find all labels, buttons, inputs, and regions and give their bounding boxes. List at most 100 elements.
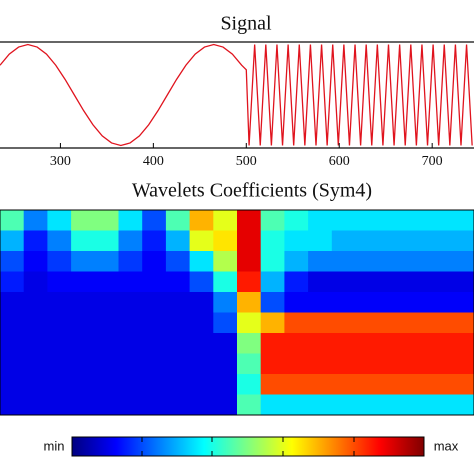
heat-cell: [426, 271, 451, 293]
heat-cell: [0, 271, 25, 293]
heat-cell: [165, 251, 191, 272]
heat-cell: [355, 394, 380, 416]
heat-cell: [94, 333, 119, 354]
heat-cell: [23, 312, 48, 334]
heat-cell: [402, 374, 428, 395]
heat-cell: [308, 394, 333, 416]
heat-cell: [355, 210, 380, 231]
heat-cell: [379, 292, 404, 313]
heat-cell: [402, 312, 428, 334]
heat-cell: [213, 210, 238, 231]
heat-cell: [23, 353, 48, 375]
heat-cell: [189, 271, 214, 293]
heat-cell: [379, 374, 404, 395]
heat-cell: [165, 271, 191, 293]
heat-cell: [450, 394, 474, 416]
x-tick-label: 300: [50, 154, 71, 169]
heat-cell: [355, 333, 380, 354]
heat-cell: [0, 210, 25, 231]
heat-cell: [260, 353, 285, 375]
heat-cell: [284, 312, 309, 334]
heat-cell: [213, 230, 238, 252]
heat-cell: [284, 230, 309, 252]
heat-cell: [426, 230, 451, 252]
heat-cell: [426, 312, 451, 334]
heat-cell: [379, 353, 404, 375]
heat-cell: [355, 251, 380, 272]
heat-cell: [213, 353, 238, 375]
heat-cell: [426, 210, 451, 231]
heat-cell: [47, 210, 72, 231]
heat-cell: [71, 251, 96, 272]
heat-cell: [331, 230, 356, 252]
heat-cell: [260, 271, 285, 293]
heat-cell: [23, 210, 48, 231]
heat-cell: [426, 374, 451, 395]
heat-cell: [0, 374, 25, 395]
heat-cell: [118, 292, 143, 313]
heat-cell: [94, 251, 119, 272]
heat-cell: [308, 353, 333, 375]
heat-cell: [71, 292, 96, 313]
heat-cell: [118, 353, 143, 375]
heat-cell: [118, 333, 143, 354]
heat-cell: [426, 292, 451, 313]
heat-cell: [331, 271, 356, 293]
heat-cell: [47, 271, 72, 293]
heat-cell: [189, 251, 214, 272]
heat-cell: [213, 292, 238, 313]
heat-cell: [379, 230, 404, 252]
heat-cell: [284, 333, 309, 354]
heat-cell: [284, 374, 309, 395]
heat-cell: [379, 271, 404, 293]
heat-cell: [142, 312, 167, 334]
heat-cell: [165, 312, 191, 334]
heat-cell: [47, 353, 72, 375]
heat-cell: [402, 394, 428, 416]
heat-cell: [118, 251, 143, 272]
heat-cell: [402, 230, 428, 252]
heat-cell: [23, 374, 48, 395]
heat-cell: [189, 353, 214, 375]
heat-cell: [71, 210, 96, 231]
heat-cell: [308, 312, 333, 334]
heat-cell: [402, 210, 428, 231]
heat-cell: [260, 394, 285, 416]
wavelet-title: Wavelets Coefficients (Sym4): [132, 180, 372, 202]
heat-cell: [450, 230, 474, 252]
heat-cell: [355, 312, 380, 334]
heat-cell: [0, 230, 25, 252]
heat-cell: [237, 271, 262, 293]
heat-cell: [213, 312, 238, 334]
heat-cell: [355, 230, 380, 252]
heat-cell: [213, 251, 238, 272]
heat-cell: [142, 333, 167, 354]
heat-cell: [402, 251, 428, 272]
heat-cell: [118, 230, 143, 252]
heat-cell: [331, 394, 356, 416]
signal-plot: [0, 43, 473, 147]
heat-cell: [237, 353, 262, 375]
heat-cell: [0, 353, 25, 375]
heat-cell: [260, 312, 285, 334]
x-tick-label: 600: [329, 154, 350, 169]
heat-cell: [355, 353, 380, 375]
signal-title: Signal: [220, 13, 272, 35]
heat-cell: [142, 271, 167, 293]
heat-cell: [47, 230, 72, 252]
heat-cell: [308, 271, 333, 293]
heat-cell: [23, 230, 48, 252]
x-tick-label: 700: [422, 154, 443, 169]
colorbar-max-label: max: [434, 438, 459, 453]
heat-cell: [0, 394, 25, 416]
heat-cell: [23, 251, 48, 272]
heat-cell: [402, 271, 428, 293]
heat-cell: [165, 333, 191, 354]
heat-cell: [308, 292, 333, 313]
heat-cell: [142, 353, 167, 375]
heat-cell: [0, 251, 25, 272]
heat-cell: [71, 353, 96, 375]
heat-cell: [379, 210, 404, 231]
heat-cell: [47, 333, 72, 354]
heat-cell: [426, 353, 451, 375]
